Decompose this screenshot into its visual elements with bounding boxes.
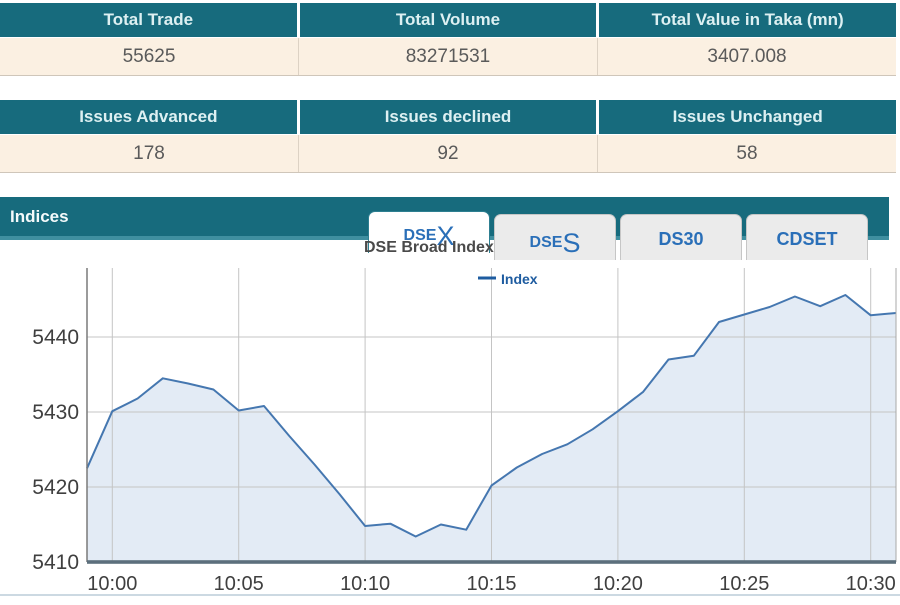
panel-bottom-border: [0, 594, 900, 596]
x-axis-labels: 10:00 10:05 10:10 10:15 10:20 10:25 10:30: [87, 573, 895, 595]
header-cell-issues-advanced: Issues Advanced: [0, 100, 297, 134]
tab-dses-label-prefix: DSE: [529, 234, 563, 251]
svg-text:5430: 5430: [32, 401, 79, 424]
tab-dsex-label-suffix: X: [436, 221, 455, 251]
tab-ds30-label: DS30: [658, 229, 704, 249]
value-total-trade: 55625: [122, 46, 176, 67]
svg-text:5410: 5410: [32, 551, 79, 574]
header-cell-total-trade: Total Trade: [0, 3, 297, 37]
summary-table-header-row: Total Trade Total Volume Total Value in …: [0, 3, 897, 37]
y-axis-labels: 5410 5420 5430 5440: [32, 326, 79, 574]
summary-table: Total Trade Total Volume Total Value in …: [0, 3, 897, 76]
chart-title: DSE Broad Index: [364, 239, 494, 256]
value-issues-unchanged: 58: [597, 135, 896, 172]
index-area: [87, 295, 896, 562]
legend: Index: [478, 271, 538, 287]
issues-table-value-row: 178 92 58: [0, 134, 896, 173]
svg-text:10:15: 10:15: [466, 573, 516, 595]
header-cell-total-volume: Total Volume: [299, 3, 597, 37]
svg-text:10:20: 10:20: [593, 573, 643, 595]
index-chart: 5410 5420 5430 5440 10:00 10:05 10:10 10:15 10:2…: [0, 260, 900, 600]
header-cell-total-value: Total Value in Taka (mn): [599, 3, 897, 37]
tab-cdset-label: CDSET: [776, 229, 838, 249]
axes: [86, 268, 897, 564]
value-total-value: 3407.008: [597, 38, 896, 75]
svg-text:10:25: 10:25: [719, 573, 769, 595]
svg-text:10:30: 10:30: [846, 573, 896, 595]
svg-text:10:10: 10:10: [340, 573, 390, 595]
tab-ds30[interactable]: DS30: [620, 214, 742, 260]
index-tabs: DSE X DSE S DS30 CDSET: [368, 211, 868, 260]
tab-dsex-label-prefix: DSE: [403, 227, 437, 244]
index-chart-svg: 5410 5420 5430 5440 10:00 10:05 10:10 10:15 10:2…: [32, 268, 897, 595]
tab-dses[interactable]: DSE S: [494, 214, 616, 260]
svg-text:5440: 5440: [32, 326, 79, 349]
svg-text:10:00: 10:00: [87, 573, 137, 595]
index-line: [86, 294, 897, 538]
value-issues-declined: 92: [298, 135, 597, 172]
tab-cdset[interactable]: CDSET: [746, 214, 868, 260]
svg-text:Index: Index: [501, 271, 538, 287]
header-cell-issues-declined: Issues declined: [299, 100, 597, 134]
header-cell-issues-unchanged: Issues Unchanged: [599, 100, 897, 134]
value-issues-advanced: 178: [133, 143, 165, 164]
indices-title: Indices: [10, 207, 69, 226]
svg-text:10:05: 10:05: [214, 573, 264, 595]
summary-table-value-row: 55625 83271531 3407.008: [0, 37, 896, 76]
issues-table-header-row: Issues Advanced Issues declined Issues U…: [0, 100, 897, 134]
issues-table: Issues Advanced Issues declined Issues U…: [0, 100, 897, 173]
svg-text:5420: 5420: [32, 476, 79, 499]
tab-dsex[interactable]: DSE X: [368, 211, 490, 253]
tab-dses-label-suffix: S: [562, 228, 581, 258]
value-total-volume: 83271531: [298, 38, 597, 75]
